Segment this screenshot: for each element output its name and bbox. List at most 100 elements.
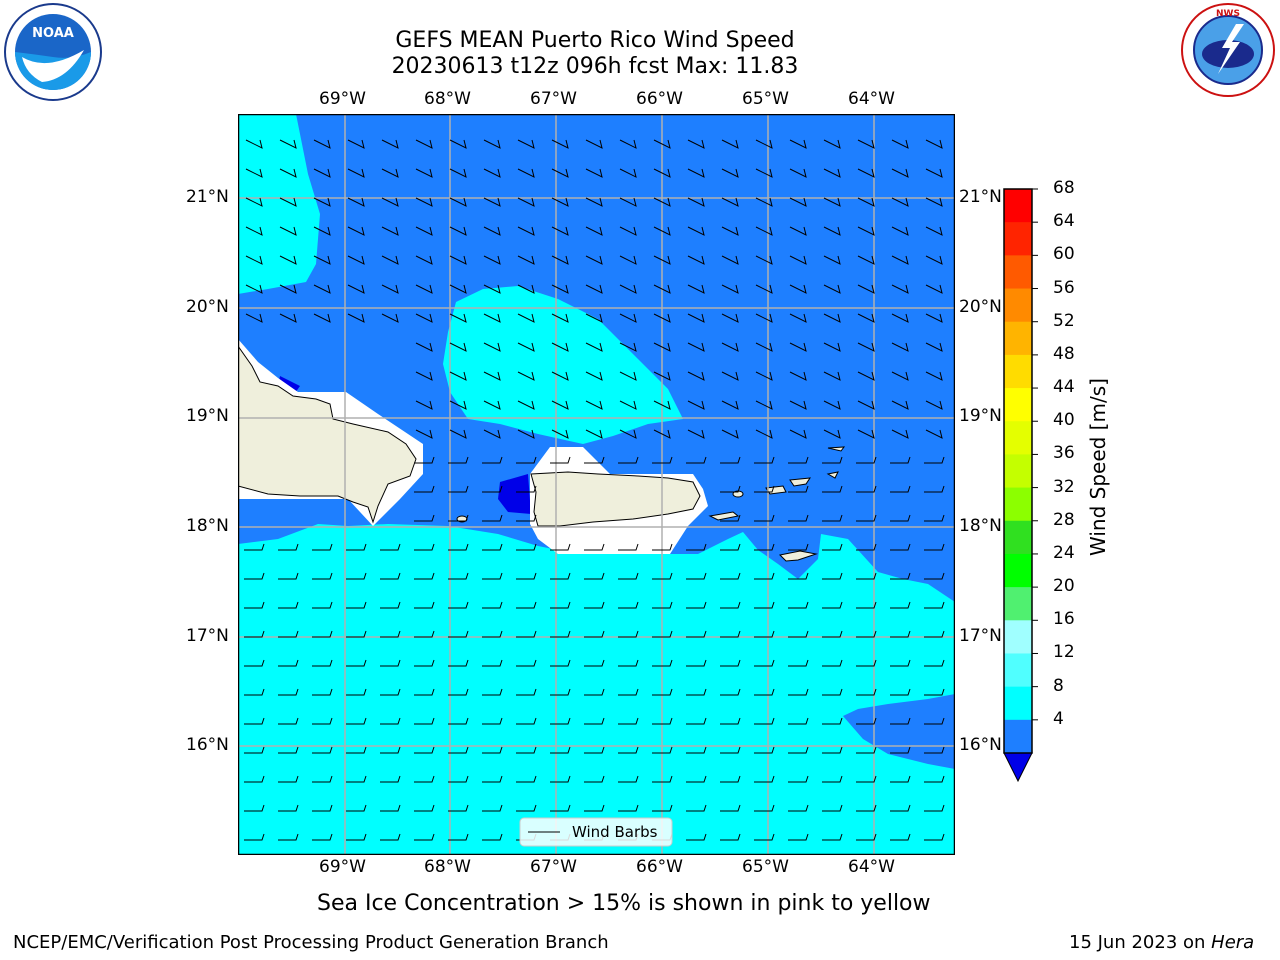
- hispaniola-land: [238, 345, 417, 524]
- wind-barb: [584, 456, 605, 464]
- wind-barb: [618, 746, 639, 754]
- wind-barb: [312, 717, 333, 725]
- colorbar-tick-label: 20: [1053, 576, 1075, 597]
- wind-barb: [856, 775, 877, 783]
- wind-barb: [448, 485, 469, 493]
- colorbar-segment: [1004, 587, 1032, 621]
- wind-barb: [415, 168, 433, 178]
- wind-barb: [448, 804, 469, 812]
- wind-barb: [517, 429, 535, 439]
- wind-barb: [312, 572, 333, 580]
- lat-label-left-3: 19°N: [186, 406, 229, 426]
- colorbar-tick-label: 36: [1053, 443, 1075, 464]
- wind-barb: [448, 775, 469, 783]
- wind-barb: [449, 226, 467, 236]
- wind-barb: [653, 400, 671, 410]
- wind-barb: [483, 400, 501, 410]
- wind-barb: [584, 543, 605, 551]
- wind-barb: [585, 400, 603, 410]
- wind-barb: [687, 313, 705, 323]
- colorbar-tick-label: 8: [1053, 675, 1064, 696]
- wind-barb: [414, 601, 435, 609]
- wind-barb: [482, 630, 503, 638]
- wind-barb: [279, 168, 297, 178]
- wind-barb: [618, 543, 639, 551]
- wind-barb: [890, 717, 911, 725]
- wind-barb: [279, 139, 297, 149]
- wind-barb: [754, 543, 775, 551]
- wind-barb: [925, 371, 943, 381]
- wind-barb: [482, 688, 503, 696]
- wind-barb: [720, 630, 741, 638]
- wind-barb: [822, 833, 843, 841]
- wind-barb: [244, 601, 265, 609]
- wind-barb: [754, 630, 775, 638]
- wind-barb: [483, 168, 501, 178]
- wind-barb: [823, 139, 841, 149]
- wind-barb: [788, 630, 809, 638]
- wind-barb: [789, 371, 807, 381]
- colorbar-tick-label: 64: [1053, 211, 1075, 232]
- wind-barb: [449, 342, 467, 352]
- wind-barb: [618, 688, 639, 696]
- wind-barb: [380, 717, 401, 725]
- wind-barb: [823, 313, 841, 323]
- wind-barb: [857, 139, 875, 149]
- wind-barb: [346, 717, 367, 725]
- map-subtitle: 20230613 t12z 096h fcst Max: 11.83: [391, 54, 799, 79]
- wind-barb: [755, 139, 773, 149]
- wind-barb: [619, 255, 637, 265]
- wind-barb: [856, 485, 877, 493]
- wind-barb: [619, 342, 637, 352]
- lon-label-bottom-4: 66°W: [636, 857, 683, 877]
- wind-barb: [585, 255, 603, 265]
- wind-barb: [720, 659, 741, 667]
- colorbar-segment: [1004, 553, 1032, 588]
- wind-barb: [618, 659, 639, 667]
- wind-barb: [822, 514, 843, 522]
- wind-barb: [278, 717, 299, 725]
- wind-barb: [244, 833, 265, 841]
- wind-barb: [789, 429, 807, 439]
- wind-barb: [823, 284, 841, 294]
- wind-barb: [415, 255, 433, 265]
- footer-date-text: 15 Jun 2023 on: [1069, 932, 1212, 953]
- colorbar-segment: [1004, 354, 1032, 389]
- wind-barb: [482, 485, 503, 493]
- wind-barb: [415, 371, 433, 381]
- wind-barb: [687, 226, 705, 236]
- wind-barb: [924, 746, 945, 754]
- wind-barb: [449, 168, 467, 178]
- wind-barb: [720, 833, 741, 841]
- wind-barb: [346, 775, 367, 783]
- wind-barb: [686, 717, 707, 725]
- wind-barb: [924, 659, 945, 667]
- wind-barb: [924, 514, 945, 522]
- wind-barb: [279, 284, 297, 294]
- lat-label-right-3: 19°N: [959, 406, 1002, 426]
- wind-barb: [245, 139, 263, 149]
- wind-barb: [755, 168, 773, 178]
- wind-barb: [789, 284, 807, 294]
- lon-label-top-5: 65°W: [742, 89, 789, 109]
- colorbar-tick-label: 60: [1053, 244, 1075, 265]
- wind-barb: [516, 572, 537, 580]
- wind-barb: [924, 485, 945, 493]
- wind-barb: [551, 429, 569, 439]
- wind-barb: [856, 601, 877, 609]
- wind-zone-south: [238, 524, 955, 855]
- wind-barb: [415, 429, 433, 439]
- wind-barb: [278, 630, 299, 638]
- wind-barb: [517, 255, 535, 265]
- wind-barb: [619, 284, 637, 294]
- wind-barb: [619, 429, 637, 439]
- wind-barb: [754, 717, 775, 725]
- wind-barb: [754, 833, 775, 841]
- colorbar-segment: [1004, 620, 1032, 654]
- wind-barb: [924, 543, 945, 551]
- wind-barb: [924, 688, 945, 696]
- lon-label-bottom-6: 64°W: [848, 857, 895, 877]
- wind-barb: [415, 400, 433, 410]
- wind-barb: [652, 688, 673, 696]
- wind-barb: [516, 514, 537, 522]
